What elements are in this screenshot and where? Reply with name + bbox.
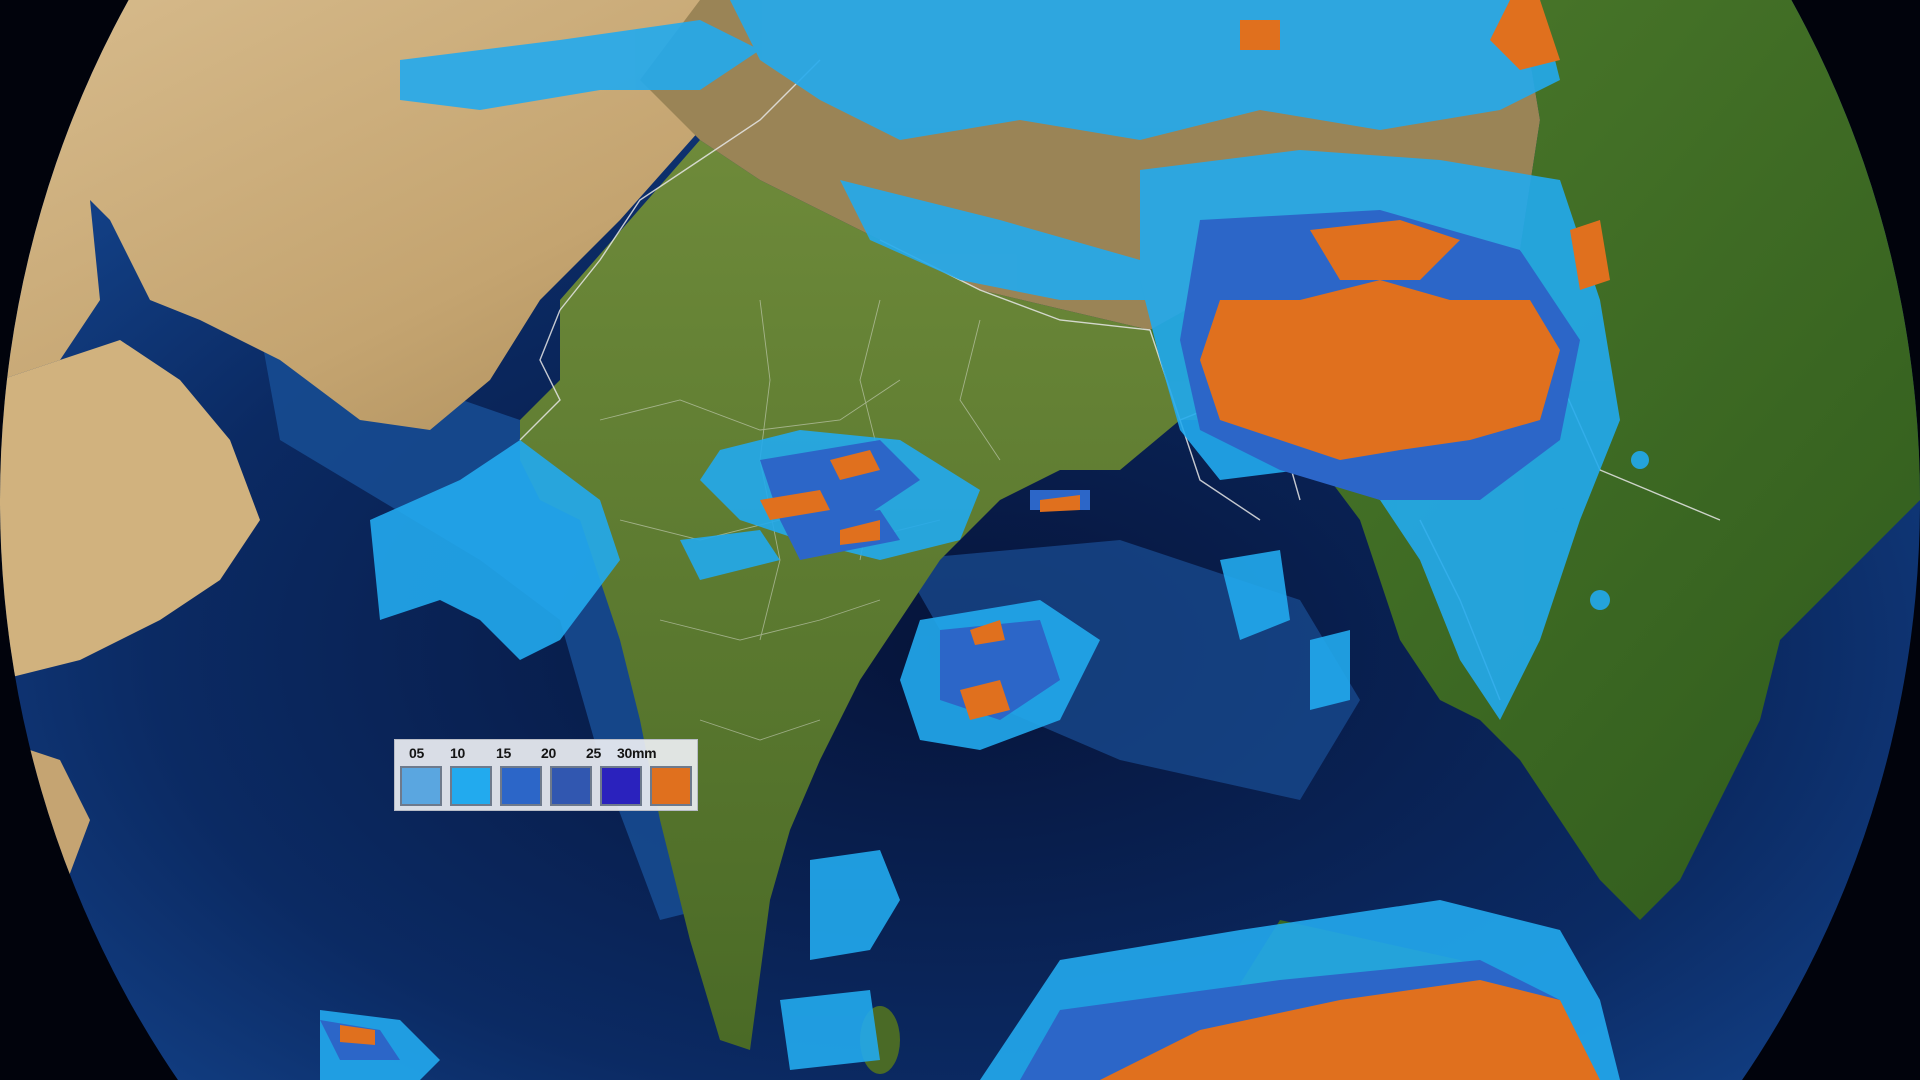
rainfall-heavy bbox=[340, 0, 1610, 1080]
legend-swatch-05 bbox=[400, 766, 442, 806]
legend-swatch-20 bbox=[550, 766, 592, 806]
legend-swatch-10 bbox=[450, 766, 492, 806]
legend-label-25: 25 bbox=[586, 745, 601, 761]
legend-label-30mm: 30mm bbox=[617, 745, 657, 761]
legend-swatch-30 bbox=[650, 766, 692, 806]
legend-label-20: 20 bbox=[541, 745, 556, 761]
legend-swatch-25 bbox=[600, 766, 642, 806]
rainfall-legend: 05 10 15 20 25 30mm bbox=[394, 739, 698, 811]
land-arabia bbox=[0, 340, 260, 680]
legend-swatch-15 bbox=[500, 766, 542, 806]
land-india bbox=[520, 140, 1180, 1050]
legend-label-05: 05 bbox=[409, 745, 424, 761]
land-middle-east bbox=[0, 0, 860, 430]
legend-label-10: 10 bbox=[450, 745, 465, 761]
legend-label-15: 15 bbox=[496, 745, 511, 761]
